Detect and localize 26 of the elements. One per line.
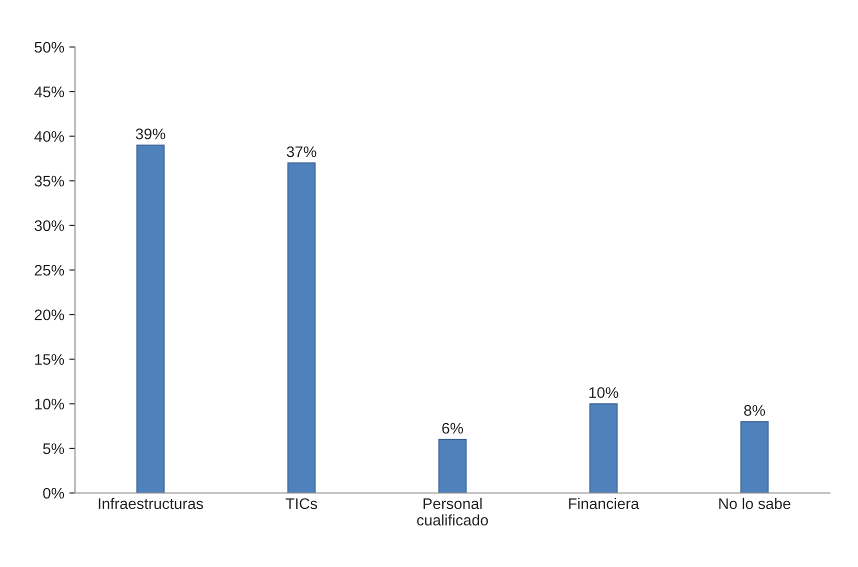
data-label: 39% (136, 128, 166, 140)
y-tick-label: 25% (34, 264, 64, 276)
y-tick-label: 10% (35, 398, 64, 410)
y-tick-label: 35% (34, 176, 64, 186)
y-tick-label: 5% (43, 443, 64, 454)
data-label: 37% (286, 146, 316, 158)
x-tick-label: No lo sabe (719, 498, 790, 510)
bar (740, 421, 769, 493)
bar (136, 144, 165, 493)
x-tick-label: Infraestructuras (98, 498, 204, 510)
x-tick-label: TICs (286, 498, 318, 510)
bar (589, 403, 618, 493)
bar (287, 162, 316, 493)
bar (438, 438, 467, 493)
data-label: 8% (744, 405, 765, 416)
y-tick-label: 30% (34, 220, 64, 232)
y-tick-label: 50% (34, 42, 64, 53)
data-label: 6% (442, 422, 463, 434)
x-tick-label: Financiera (569, 498, 640, 510)
y-tick-label: 45% (34, 86, 64, 98)
y-tick-label: 0% (43, 488, 64, 499)
data-label: 10% (589, 387, 618, 398)
y-tick-label: 20% (34, 309, 64, 320)
x-tick-label: Personal cualificado (417, 498, 488, 526)
y-tick-label: 15% (35, 354, 64, 365)
y-tick-label: 40% (34, 131, 64, 142)
